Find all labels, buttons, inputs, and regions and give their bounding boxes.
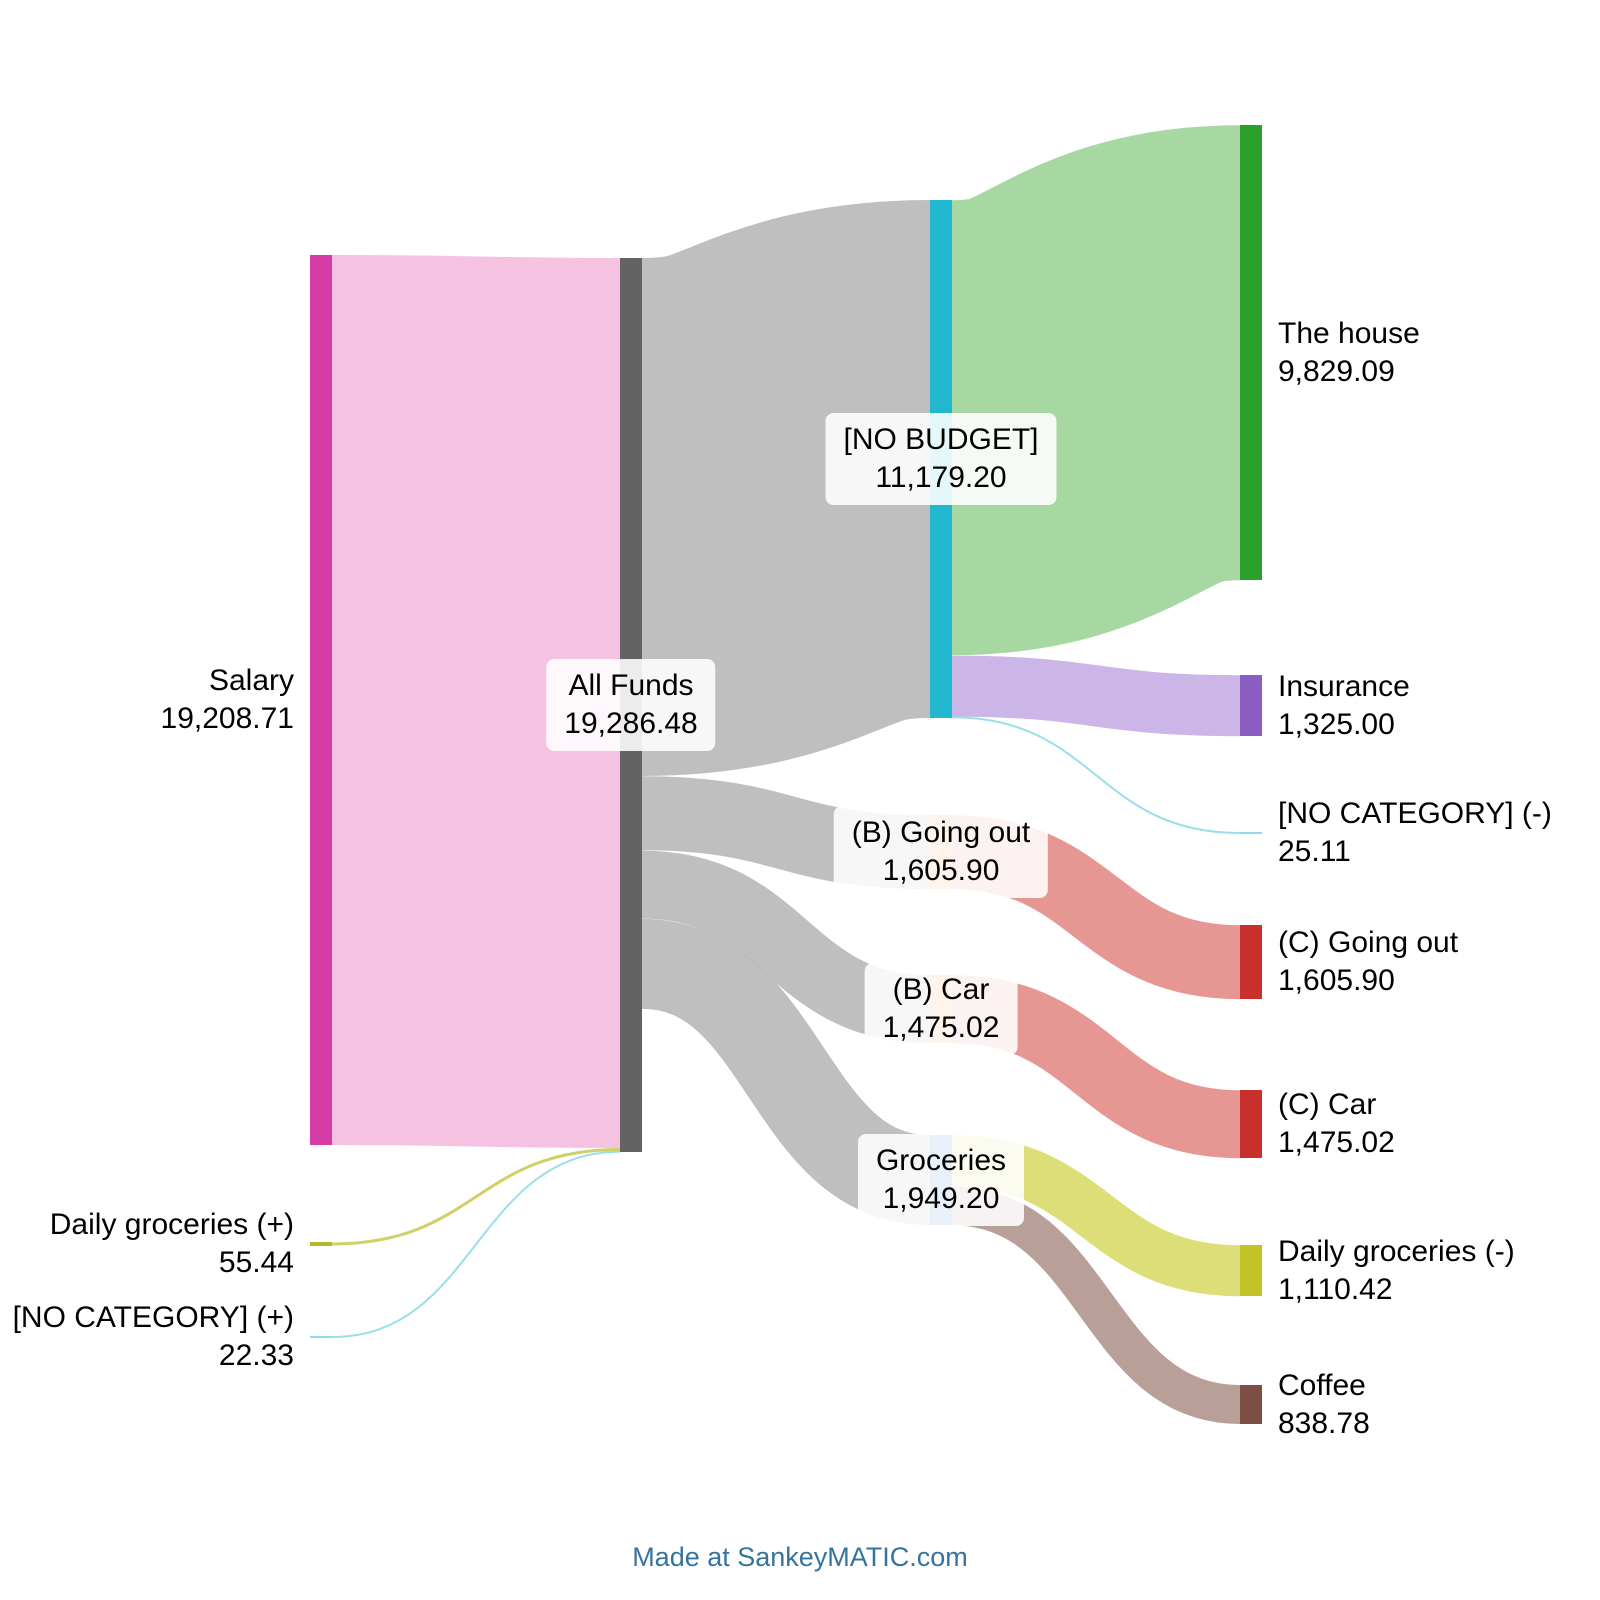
flow-no-budget-to-no-category-out	[951, 716, 1241, 834]
node-all-funds[interactable]	[620, 258, 642, 1152]
flow-salary-to-all-funds	[331, 255, 621, 1148]
node-no-category-in[interactable]	[310, 1336, 332, 1338]
node-insurance[interactable]	[1240, 675, 1262, 736]
node-the-house[interactable]	[1240, 125, 1262, 580]
flow-b-going-out-to-c-going-out	[950, 815, 1242, 1000]
node-b-going-out[interactable]	[930, 815, 952, 889]
node-b-car[interactable]	[930, 975, 952, 1043]
flow-all-funds-to-no-budget	[636, 200, 936, 776]
flow-no-budget-to-insurance	[951, 655, 1241, 737]
node-c-going-out[interactable]	[1240, 925, 1262, 999]
node-coffee[interactable]	[1240, 1385, 1262, 1424]
flow-layer	[331, 125, 1246, 1424]
node-groceries[interactable]	[930, 1135, 952, 1225]
node-no-category-out[interactable]	[1240, 832, 1262, 834]
flow-b-car-to-c-car	[951, 975, 1241, 1159]
node-daily-groceries-in[interactable]	[310, 1242, 332, 1246]
node-salary[interactable]	[310, 255, 332, 1145]
node-c-car[interactable]	[1240, 1090, 1262, 1158]
flow-all-funds-to-b-going-out	[641, 776, 931, 890]
flow-no-budget-to-the-house	[946, 125, 1246, 656]
flow-no-category-in-to-all-funds	[331, 1150, 621, 1338]
node-daily-groceries-out[interactable]	[1240, 1245, 1262, 1296]
sankeymatic-credit-link[interactable]: Made at SankeyMATIC.com	[632, 1542, 968, 1572]
node-no-budget[interactable]	[930, 200, 952, 718]
flow-daily-groceries-in-to-all-funds	[331, 1148, 621, 1246]
